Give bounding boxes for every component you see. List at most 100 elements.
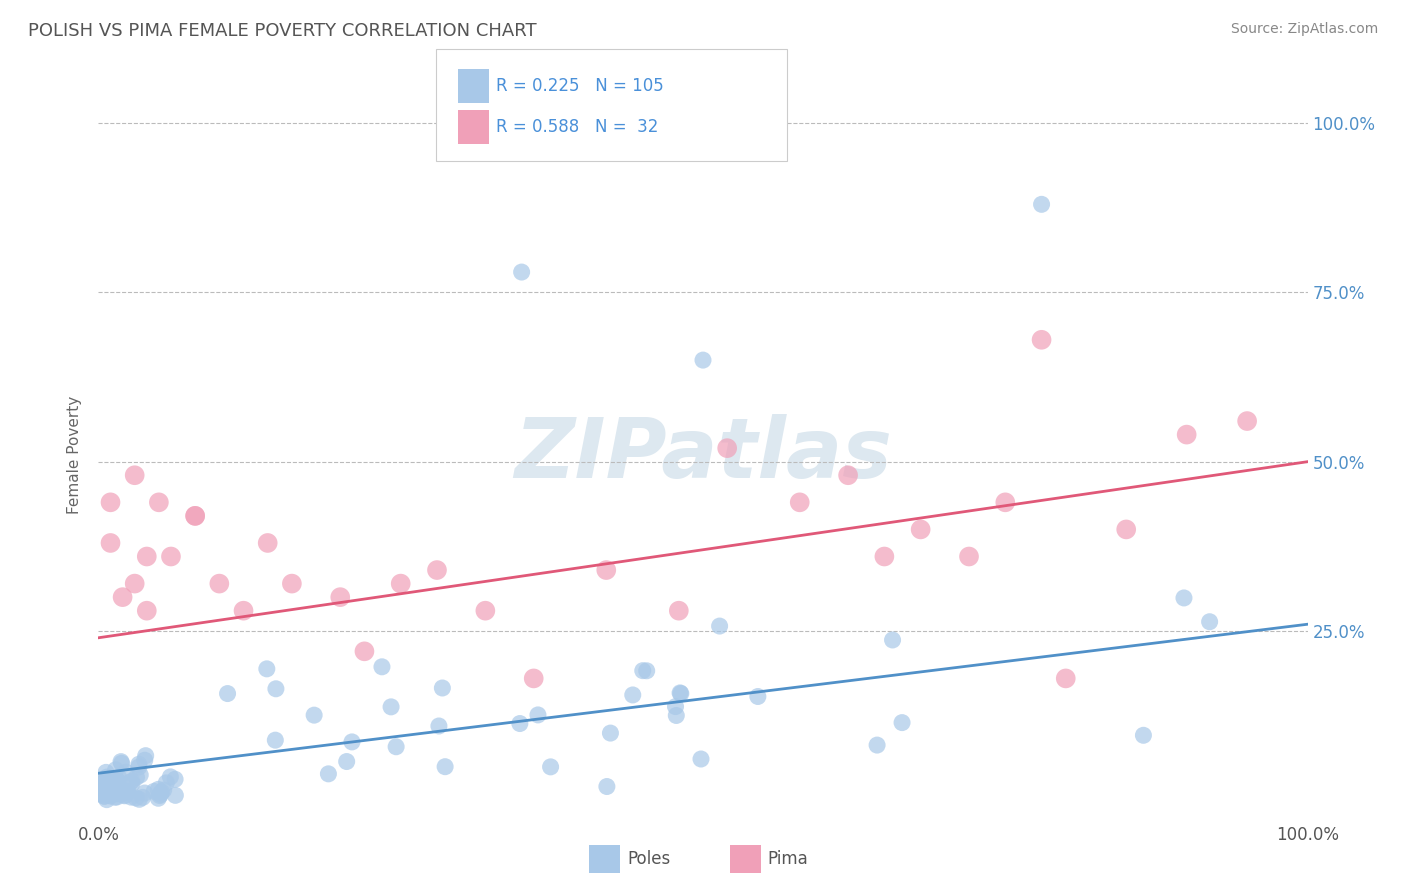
Point — [91, 779, 114, 793]
Point — [114, 789, 136, 803]
Point — [111, 590, 134, 604]
Point — [121, 777, 143, 791]
Point — [837, 468, 859, 483]
Point — [103, 785, 125, 799]
Point — [104, 776, 127, 790]
Point — [125, 791, 148, 805]
Point — [134, 753, 156, 767]
Point — [107, 787, 129, 801]
Point — [112, 788, 135, 802]
Point — [125, 770, 148, 784]
Point — [135, 604, 157, 618]
Point — [208, 576, 231, 591]
Point — [690, 752, 713, 766]
Point — [101, 787, 124, 801]
Point — [89, 785, 111, 799]
Point — [165, 789, 187, 803]
Point — [336, 755, 359, 769]
Point — [115, 765, 138, 780]
Point — [97, 774, 120, 789]
Point — [527, 707, 550, 722]
Point — [380, 699, 402, 714]
Point — [669, 687, 692, 701]
Point — [128, 757, 150, 772]
Text: R = 0.225   N = 105: R = 0.225 N = 105 — [496, 78, 664, 95]
Point — [474, 604, 496, 618]
Point — [509, 716, 531, 731]
Point — [957, 549, 980, 564]
Point — [256, 662, 278, 676]
Point — [1031, 197, 1053, 211]
Point — [120, 790, 142, 805]
Point — [389, 576, 412, 591]
Point — [135, 549, 157, 564]
Point — [540, 760, 562, 774]
Point — [93, 781, 115, 796]
Point — [155, 776, 177, 790]
Point — [523, 672, 546, 686]
Point — [107, 770, 129, 784]
Point — [117, 784, 139, 798]
Point — [104, 782, 127, 797]
Point — [1115, 523, 1137, 537]
Point — [340, 735, 363, 749]
Point — [100, 784, 122, 798]
Point — [87, 777, 110, 791]
Point — [110, 755, 132, 769]
Point — [100, 784, 122, 798]
Point — [143, 784, 166, 798]
Point — [93, 775, 115, 789]
Point — [1173, 591, 1195, 605]
Point — [432, 681, 454, 695]
Point — [96, 770, 118, 784]
Point — [866, 738, 889, 752]
Point — [1236, 414, 1258, 428]
Point — [105, 789, 128, 804]
Point — [150, 785, 173, 799]
Point — [329, 590, 352, 604]
Point — [217, 687, 239, 701]
Point — [510, 265, 533, 279]
Point — [114, 785, 136, 799]
Point — [1132, 728, 1154, 742]
Point — [149, 789, 172, 803]
Point — [148, 791, 170, 805]
Point — [107, 777, 129, 791]
Point — [159, 770, 181, 784]
Point — [1175, 427, 1198, 442]
Point — [716, 441, 738, 455]
Point — [104, 763, 127, 777]
Point — [1054, 672, 1077, 686]
Point — [94, 765, 117, 780]
Point — [256, 536, 278, 550]
Y-axis label: Female Poverty: Female Poverty — [67, 396, 83, 514]
Point — [112, 785, 135, 799]
Text: POLISH VS PIMA FEMALE POVERTY CORRELATION CHART: POLISH VS PIMA FEMALE POVERTY CORRELATIO… — [28, 22, 537, 40]
Point — [302, 708, 325, 723]
Point — [631, 664, 654, 678]
Point — [281, 576, 304, 591]
Point — [135, 748, 157, 763]
Point — [184, 508, 207, 523]
Point — [910, 523, 932, 537]
Point — [664, 699, 686, 714]
Text: Source: ZipAtlas.com: Source: ZipAtlas.com — [1230, 22, 1378, 37]
Point — [668, 604, 690, 618]
Point — [1031, 333, 1053, 347]
Point — [124, 468, 146, 483]
Point — [148, 495, 170, 509]
Point — [93, 785, 115, 799]
Point — [148, 782, 170, 797]
Point — [434, 760, 457, 774]
Point — [709, 619, 731, 633]
Point — [120, 775, 142, 789]
Point — [371, 660, 394, 674]
Point — [426, 563, 449, 577]
Text: ZIPatlas: ZIPatlas — [515, 415, 891, 495]
Point — [98, 789, 121, 803]
Point — [124, 576, 146, 591]
Point — [93, 789, 115, 804]
Point — [149, 787, 172, 801]
Text: Pima: Pima — [768, 850, 808, 868]
Point — [96, 781, 118, 796]
